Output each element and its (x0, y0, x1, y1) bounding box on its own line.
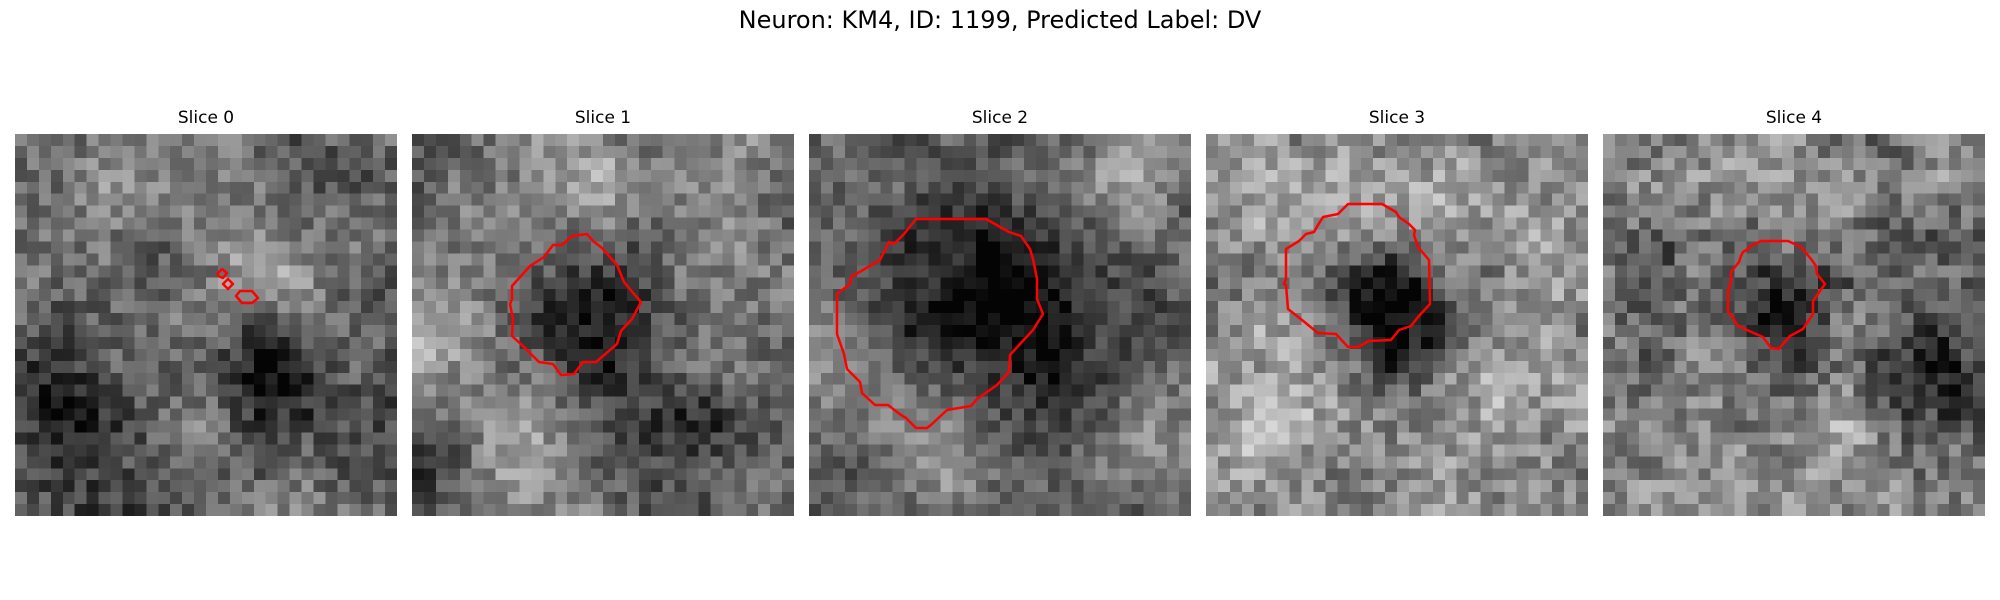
pixel-grid (412, 134, 794, 516)
segmentation-contour (216, 267, 229, 280)
pixel-grid (1206, 134, 1588, 516)
segmentation-contour (1726, 239, 1827, 351)
segmentation-contour (1282, 202, 1432, 349)
pixel-grid (809, 134, 1191, 516)
segmentation-contour (221, 277, 235, 291)
slice-image-4 (1603, 134, 1985, 516)
segmentation-contour (835, 217, 1045, 430)
slice-title-3: Slice 3 (1368, 108, 1426, 128)
figure-title: Neuron: KM4, ID: 1199, Predicted Label: … (738, 6, 1262, 34)
slice-title-2: Slice 2 (971, 108, 1029, 128)
slice-image-3 (1206, 134, 1588, 516)
slice-image-2 (809, 134, 1191, 516)
pixel-grid (15, 134, 397, 516)
slice-image-1 (412, 134, 794, 516)
slice-title-4: Slice 4 (1765, 108, 1823, 128)
slice-title-1: Slice 1 (574, 108, 632, 128)
segmentation-contour (508, 232, 643, 377)
pixel-grid (1603, 134, 1985, 516)
slice-image-0 (15, 134, 397, 516)
segmentation-contour (234, 289, 260, 305)
slice-title-0: Slice 0 (177, 108, 235, 128)
